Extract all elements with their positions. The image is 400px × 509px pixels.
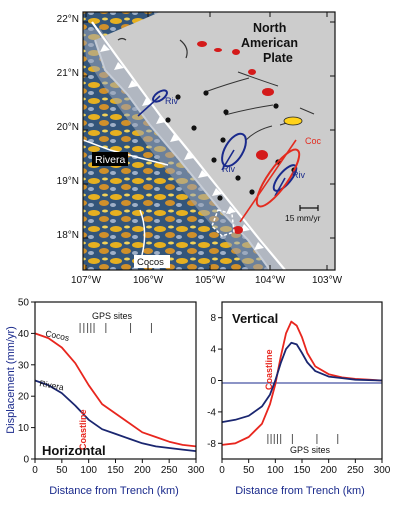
scale-label: 15 mm/yr (285, 213, 321, 223)
series-line-rivera (34, 379, 197, 452)
lon-label: 106°W (133, 275, 164, 286)
lat-label: 20°N (57, 122, 79, 133)
y-tick-label: 0 (23, 455, 29, 466)
gps-sites-label: GPS sites (290, 445, 331, 455)
coastline-label: Coastline (78, 409, 88, 450)
vector-label-riv-1: Riv (165, 96, 178, 106)
gps-sites-label: GPS sites (92, 311, 133, 321)
vector-label-riv-2: Riv (222, 164, 235, 174)
map-ticks (83, 12, 335, 270)
x-tick-label: 100 (267, 465, 284, 476)
h-axis-ticks: 0 50 100 150 200 250 300 0 10 20 30 40 50 (18, 298, 205, 477)
x-tick-label: 250 (161, 465, 178, 476)
x-tick-label: 50 (243, 465, 255, 476)
x-axis-label: Distance from Trench (km) (235, 485, 365, 497)
x-tick-label: 150 (107, 465, 124, 476)
lon-label: 104°W (255, 275, 286, 286)
vector-label-coc: Coc (305, 136, 322, 146)
lat-label: 19°N (57, 176, 79, 187)
lon-label: 103°W (312, 275, 343, 286)
x-tick-label: 150 (294, 465, 311, 476)
v-axis-ticks: 0 50 100 150 200 250 300 -8 -4 0 4 8 (207, 313, 391, 476)
x-axis-label: Distance from Trench (km) (49, 485, 179, 497)
volcanic-field (197, 41, 274, 234)
plate-label-american: American (241, 36, 298, 50)
x-tick-label: 300 (188, 465, 205, 476)
x-tick-label: 300 (374, 465, 391, 476)
rivera-label-bg (92, 152, 128, 166)
y-tick-label: 8 (210, 313, 216, 324)
scale-bar: 15 mm/yr (285, 205, 321, 223)
cocos-vector-ellipse (255, 148, 301, 208)
trench-teeth (100, 44, 264, 250)
plot-frame-vertical (221, 301, 383, 460)
series-line-rivera (221, 341, 383, 423)
x-tick-label: 50 (56, 465, 68, 476)
y-tick-label: 20 (18, 392, 30, 403)
map-frame (82, 11, 336, 271)
chart-vertical: 0 50 100 150 200 250 300 -8 -4 0 4 8 Vertical Coast… (207, 301, 391, 497)
lon-labels: 107°W 106°W 105°W 104°W 103°W (71, 275, 343, 286)
v-series-lines (221, 320, 383, 446)
lat-label: 18°N (57, 230, 79, 241)
y-tick-label: 40 (18, 329, 30, 340)
panel-title-vertical: Vertical (232, 311, 278, 326)
series-line-cocos (34, 332, 197, 448)
h-gps-markers (79, 323, 152, 333)
map-panel: 15 mm/yr Rivera Cocos North American Pla… (57, 11, 343, 286)
y-axis-label: Displacement (mm/yr) (5, 326, 17, 434)
series-label-cocos: Cocos (45, 328, 71, 343)
x-tick-label: 100 (80, 465, 97, 476)
chart-horizontal: Displacement (mm/yr) 0 50 100 150 200 250 3000… (5, 298, 205, 498)
x-tick-label: 200 (320, 465, 337, 476)
land-mass (95, 12, 335, 270)
y-tick-label: 10 (18, 423, 30, 434)
lat-label: 22°N (57, 14, 79, 25)
x-tick-label: 0 (32, 465, 38, 476)
y-tick-label: -4 (207, 407, 216, 418)
y-tick-label: 4 (210, 345, 216, 356)
lake (283, 116, 303, 126)
rupture-zone (211, 209, 235, 237)
plate-label-cocos: Cocos (137, 257, 164, 268)
plot-frame-horizontal (34, 301, 197, 460)
plate-label-north: North (253, 21, 286, 35)
seafloor-ridge (139, 209, 146, 256)
cocos-label-bg (134, 255, 170, 268)
y-tick-label: 30 (18, 360, 30, 371)
coastline-label: Coastline (264, 349, 274, 390)
h-series-lines (34, 332, 197, 452)
plate-label-plate: Plate (263, 51, 293, 65)
y-tick-label: -8 (207, 439, 216, 450)
plate-label-rivera: Rivera (95, 154, 126, 166)
lon-label: 105°W (195, 275, 226, 286)
vector-label-riv-3: Riv (292, 170, 305, 180)
y-tick-label: 50 (18, 298, 30, 309)
lon-label: 107°W (71, 275, 102, 286)
lat-labels: 22°N 21°N 20°N 19°N 18°N (57, 14, 79, 241)
velocity-vectors (137, 89, 301, 223)
trench-line (91, 21, 286, 270)
x-tick-label: 0 (219, 465, 225, 476)
x-tick-label: 200 (134, 465, 151, 476)
x-tick-label: 250 (347, 465, 364, 476)
lat-label: 21°N (57, 68, 79, 79)
series-label-rivera: Rivera (39, 378, 65, 392)
v-gps-markers (267, 434, 339, 444)
panel-title-horizontal: Horizontal (42, 443, 106, 458)
y-tick-label: 0 (210, 376, 216, 387)
